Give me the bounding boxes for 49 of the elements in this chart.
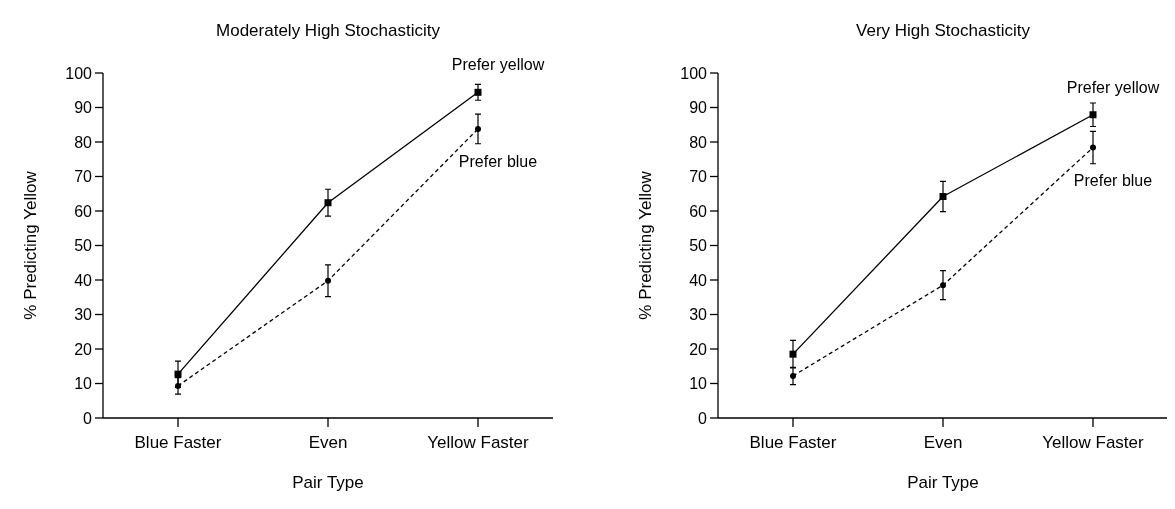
y-tick-label: 10 — [689, 375, 708, 393]
chart-title: Moderately High Stochasticity — [216, 21, 441, 40]
x-tick-label: Yellow Faster — [1042, 433, 1145, 452]
y-tick-label: 100 — [65, 64, 93, 82]
y-tick-label: 0 — [698, 409, 708, 427]
point — [324, 199, 332, 207]
y-tick-label: 90 — [689, 99, 708, 117]
y-tick-label: 0 — [83, 409, 93, 427]
x-axis-title: Pair Type — [292, 473, 364, 492]
y-tick-label: 50 — [689, 237, 708, 255]
y-tick-label: 30 — [689, 306, 708, 324]
y-tick-label: 30 — [74, 306, 93, 324]
y-tick-label: 80 — [74, 133, 93, 151]
x-axis-title: Pair Type — [907, 473, 979, 492]
y-tick-label: 50 — [74, 237, 93, 255]
series-label: Prefer yellow — [1066, 78, 1160, 96]
series-label: Prefer blue — [458, 152, 538, 170]
y-tick-label: 90 — [74, 99, 93, 117]
series-label: Prefer yellow — [451, 56, 545, 74]
y-axis-title: % Predicting Yellow — [21, 170, 40, 320]
x-tick-label: Yellow Faster — [427, 433, 530, 452]
chart-title: Very High Stochasticity — [856, 21, 1031, 40]
series-label: Prefer blue — [1073, 171, 1153, 189]
y-tick-label: 40 — [689, 271, 708, 289]
y-tick-label: 60 — [689, 202, 708, 220]
point — [474, 88, 482, 96]
x-tick-label: Blue Faster — [134, 433, 222, 452]
y-tick-label: 100 — [680, 64, 708, 82]
point — [175, 382, 181, 389]
point — [789, 350, 797, 358]
point — [939, 193, 947, 201]
y-tick-label: 20 — [74, 340, 93, 358]
point — [325, 277, 331, 284]
point — [940, 282, 946, 289]
point — [1090, 144, 1096, 151]
point — [475, 125, 481, 132]
y-tick-label: 40 — [74, 271, 93, 289]
y-tick-label: 20 — [689, 340, 708, 358]
x-tick-label: Blue Faster — [749, 433, 837, 452]
y-tick-label: 80 — [689, 133, 708, 151]
y-tick-label: 70 — [74, 168, 93, 186]
point — [1089, 111, 1097, 119]
y-tick-label: 70 — [689, 168, 708, 186]
y-tick-label: 60 — [74, 202, 93, 220]
point — [790, 372, 796, 379]
y-tick-label: 10 — [74, 375, 93, 393]
x-tick-label: Even — [308, 433, 348, 452]
y-axis-title: % Predicting Yellow — [636, 170, 655, 320]
x-tick-label: Even — [923, 433, 963, 452]
